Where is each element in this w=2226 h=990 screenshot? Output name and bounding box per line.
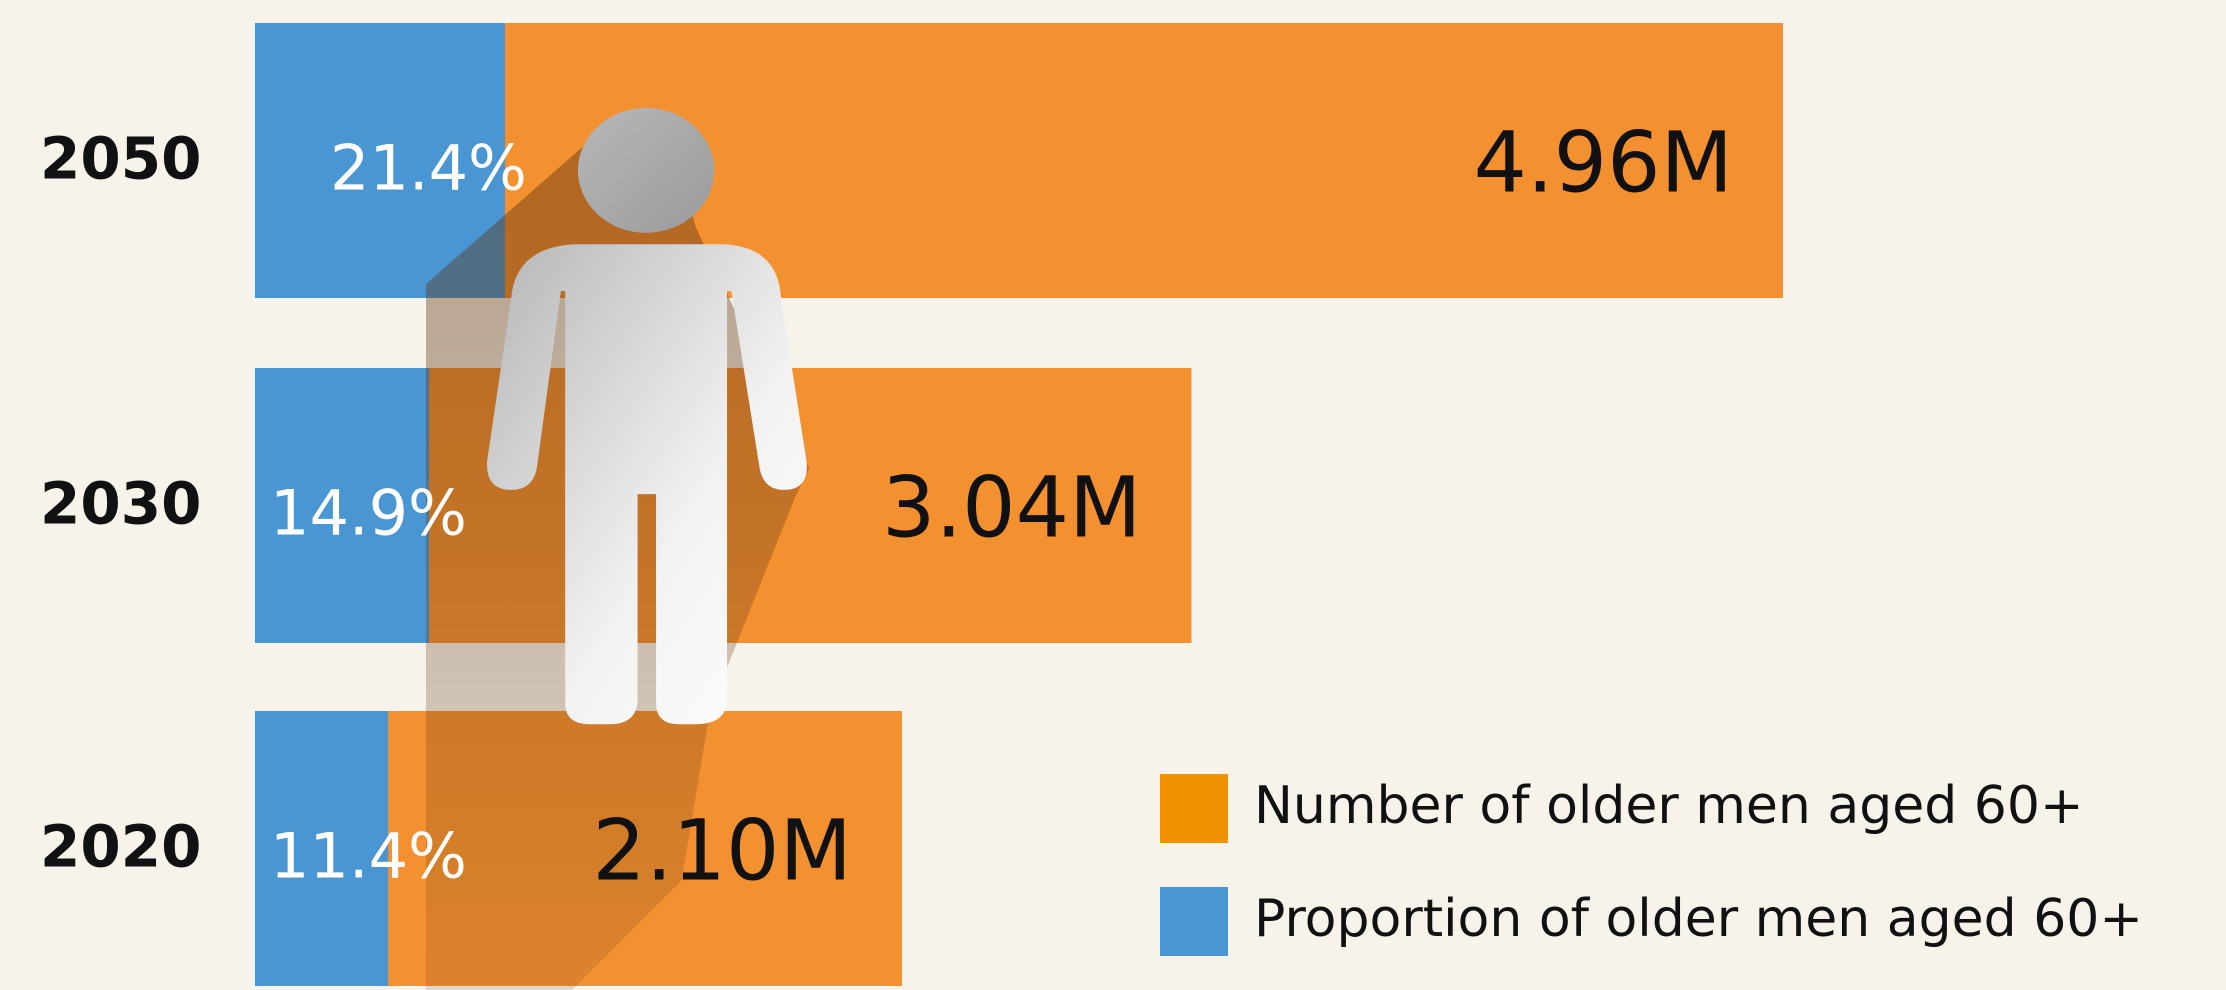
icon-body [486, 244, 807, 725]
data-label: 14.9% [270, 477, 467, 550]
y-tick-label: 2030 [40, 470, 201, 538]
legend: Number of older men aged 60+ Proportion o… [1160, 774, 2143, 956]
legend-label: Proportion of older men aged 60+ [1254, 889, 2143, 949]
legend-swatch [1160, 774, 1228, 843]
data-label: 4.96M [1473, 113, 1733, 211]
y-tick-label: 2020 [40, 813, 201, 881]
bar [255, 368, 430, 643]
data-label: 2.10M [592, 801, 852, 899]
data-label: 21.4% [330, 132, 527, 205]
legend-label: Number of older men aged 60+ [1254, 776, 2084, 836]
icon-head [577, 107, 715, 233]
person-icon [426, 107, 810, 990]
bar [255, 711, 389, 986]
data-label: 11.4% [270, 820, 467, 893]
data-label: 3.04M [882, 458, 1142, 556]
legend-swatch [1160, 887, 1228, 956]
y-tick-label: 2050 [40, 125, 201, 193]
